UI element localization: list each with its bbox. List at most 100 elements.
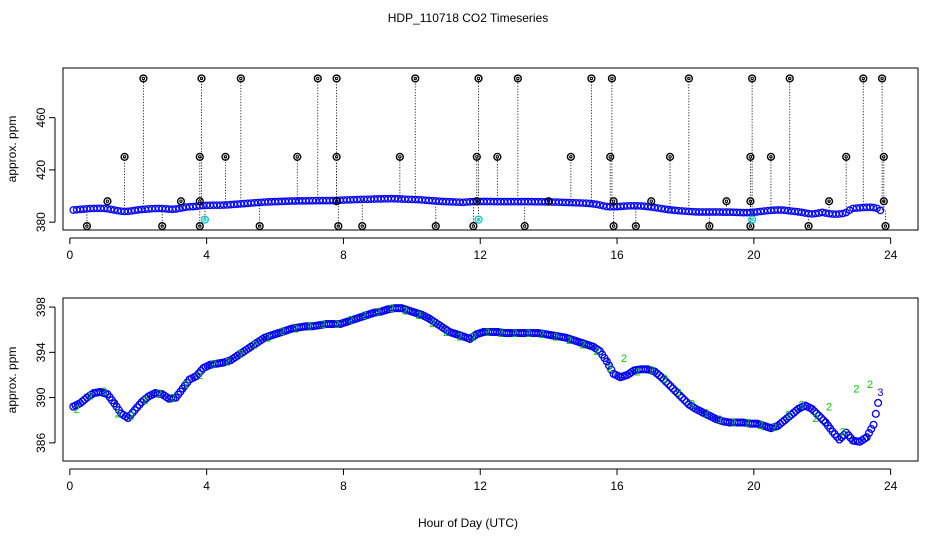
mean-point	[817, 413, 826, 423]
digit-2-marker: 2	[785, 410, 791, 422]
digit-2-marker: 2	[306, 321, 312, 333]
extreme-point-core	[516, 76, 520, 81]
digit-2-marker: 2	[621, 353, 627, 365]
extreme-point	[881, 221, 890, 231]
digit-3-marker: 3	[823, 418, 829, 430]
extreme-point-core	[769, 155, 773, 159]
extreme-point-core	[203, 217, 207, 222]
digit-2-marker: 2	[128, 411, 134, 423]
digit-2-marker: 2	[443, 327, 449, 339]
mean-point	[596, 201, 604, 209]
digit-3-marker: 3	[576, 337, 582, 349]
mean-point	[819, 416, 828, 425]
mean-point	[657, 373, 666, 382]
mean-point	[671, 386, 680, 395]
mean-point	[812, 409, 821, 418]
digit-3-marker: 3	[782, 415, 788, 427]
top-y-axis: 380 420 460	[34, 107, 56, 232]
extreme-point-core	[495, 155, 500, 159]
digit-2-marker: 2	[292, 324, 298, 336]
digit-2-marker: 2	[375, 307, 381, 319]
extreme-point	[746, 152, 755, 161]
mean-point	[605, 361, 614, 370]
extreme-point	[221, 152, 230, 161]
bottom-y-axis: 386 390 394 398	[34, 297, 56, 453]
extreme-point-core	[687, 76, 691, 81]
digit-3-marker: 3	[467, 334, 473, 346]
bottom-x-axis: 0 4 8 12 16 20 24	[66, 468, 898, 493]
extreme-point-core	[724, 199, 729, 203]
mean-point	[874, 398, 883, 407]
digit-3-marker: 3	[193, 371, 199, 383]
digit-2-marker: 2	[853, 384, 859, 396]
extreme-point	[879, 152, 888, 161]
digit-3-marker: 3	[426, 313, 432, 325]
digit-3-marker: 3	[658, 372, 664, 384]
digit-2-marker: 2	[662, 373, 668, 385]
extreme-point	[176, 197, 186, 206]
extreme-point-core	[334, 199, 339, 203]
x-tick-label: 20	[747, 248, 761, 262]
top-plot-frame	[62, 67, 919, 231]
mean-point	[664, 379, 673, 389]
extreme-point	[313, 74, 322, 83]
extreme-point-core	[475, 155, 479, 159]
extreme-point-core	[589, 76, 594, 81]
extreme-point	[879, 197, 888, 206]
digit-2-marker: 2	[265, 333, 271, 345]
extreme-point	[195, 221, 204, 231]
extreme-point	[785, 74, 794, 83]
extreme-point-core	[475, 199, 479, 203]
x-tick-label: 4	[203, 479, 210, 493]
extreme-point	[200, 215, 210, 224]
extreme-point	[332, 74, 341, 83]
extreme-point	[859, 74, 868, 83]
extreme-point-core	[160, 224, 164, 228]
extreme-point	[493, 152, 502, 161]
extreme-point-core	[198, 199, 202, 203]
y-tick-label: 398	[34, 297, 48, 317]
x-tick-label: 0	[66, 248, 73, 262]
mean-point	[677, 393, 687, 402]
mean-point	[659, 375, 668, 384]
digit-3-marker: 3	[262, 333, 268, 345]
extreme-point	[647, 197, 656, 206]
digit-3-marker: 3	[357, 312, 363, 324]
mean-point	[666, 382, 675, 391]
x-tick-label: 24	[884, 248, 898, 262]
extreme-point	[236, 74, 245, 83]
extreme-point	[139, 74, 148, 83]
top-y-axis-label: approx. ppm	[5, 116, 19, 183]
extreme-point	[609, 197, 618, 206]
digit-3-marker: 3	[152, 388, 158, 400]
extreme-point	[293, 152, 302, 161]
extreme-point-core	[748, 199, 753, 203]
extreme-point	[474, 74, 483, 83]
extreme-point-core	[748, 224, 753, 228]
mean-point	[810, 407, 819, 416]
extreme-point-core	[608, 155, 612, 159]
extreme-point	[334, 221, 343, 231]
digit-2-marker: 2	[197, 370, 203, 382]
x-tick-label: 12	[474, 479, 488, 493]
extreme-point	[722, 197, 731, 206]
mean-point	[175, 204, 184, 213]
digit-2-marker: 2	[730, 418, 736, 430]
digit-2-marker: 2	[744, 418, 750, 430]
mean-point	[602, 357, 611, 366]
extreme-point	[631, 221, 640, 231]
mean-point	[807, 404, 817, 413]
extreme-point-core	[199, 76, 204, 81]
mean-point	[867, 424, 876, 433]
extreme-point	[411, 74, 420, 83]
chart-title: HDP_110718 CO2 Timeseries	[388, 11, 549, 25]
x-tick-label: 4	[203, 248, 210, 262]
y-tick-label: 380	[34, 212, 48, 232]
mean-point	[869, 203, 878, 212]
digit-2-marker: 2	[388, 303, 394, 315]
mean-point	[655, 371, 664, 380]
digit-2-marker: 2	[279, 326, 285, 338]
digit-2-marker: 2	[511, 328, 517, 340]
extreme-point-core	[788, 76, 792, 81]
digit-3-marker: 3	[741, 418, 747, 430]
